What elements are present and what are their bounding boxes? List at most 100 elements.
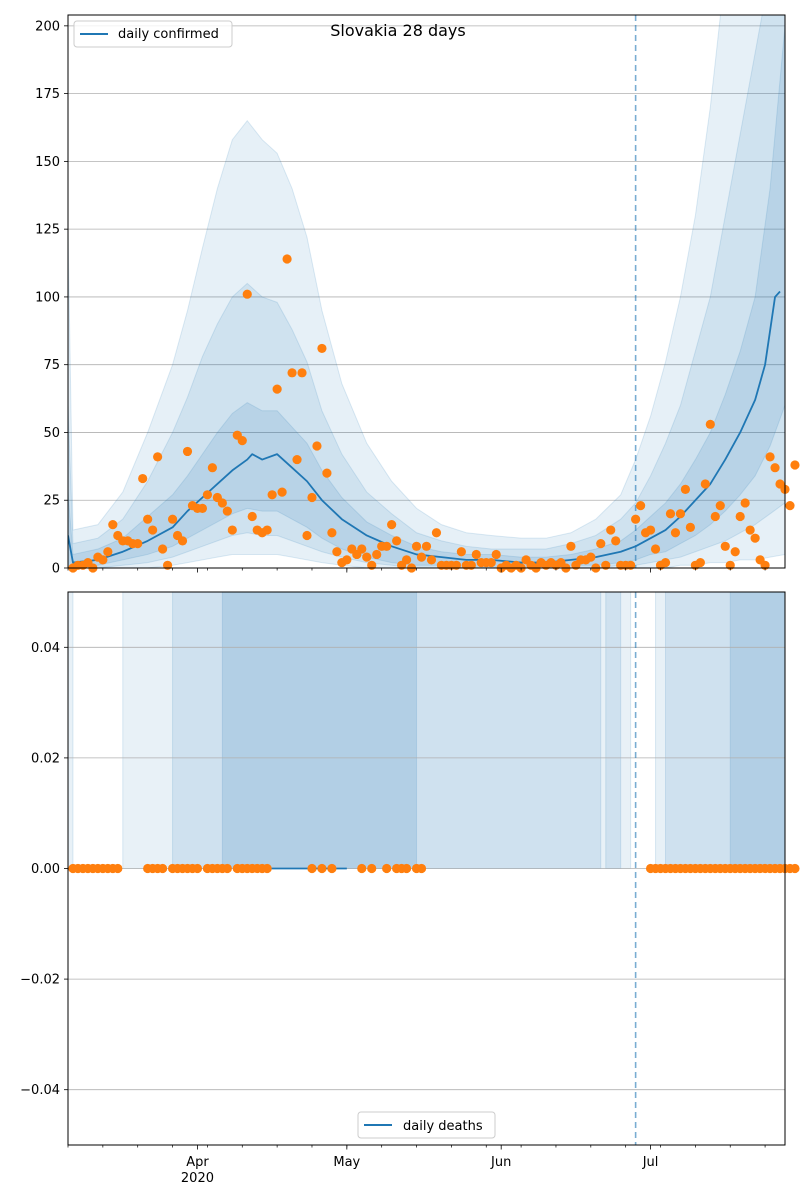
data-point [317, 863, 327, 874]
data-point [177, 536, 188, 546]
data-point [431, 528, 442, 538]
y-tick-label: −0.02 [20, 973, 60, 988]
data-point [362, 552, 372, 562]
confirmed-legend-label: daily confirmed [118, 27, 219, 42]
y-tick-label: 25 [43, 494, 60, 509]
y-tick-label: 75 [43, 358, 60, 373]
data-point [327, 863, 337, 874]
data-point [491, 549, 501, 560]
data-point [322, 468, 332, 478]
data-point [312, 441, 322, 451]
data-point [103, 547, 113, 557]
data-point [416, 863, 427, 874]
data-point [108, 520, 118, 530]
data-point [750, 533, 760, 543]
data-point [636, 501, 646, 511]
x-tick-label: May [333, 1155, 360, 1170]
data-point [705, 419, 715, 429]
confirmed-uncertainty-bands [68, 15, 785, 568]
data-point [665, 509, 676, 519]
data-point [611, 536, 621, 546]
data-point [207, 463, 217, 473]
data-point [710, 511, 720, 522]
data-point [367, 863, 377, 874]
y-tick-label: −0.04 [20, 1083, 60, 1098]
data-point [645, 525, 656, 535]
chart-title: Slovakia 28 days [330, 21, 465, 40]
uncertainty-band [122, 592, 632, 869]
data-point [382, 863, 392, 874]
x-tick-label: Jul [642, 1155, 659, 1170]
data-point [367, 560, 377, 570]
deaths-legend-box [357, 1111, 496, 1139]
y-tick-label: 175 [35, 87, 60, 102]
data-point [685, 522, 695, 532]
y-tick-label: 150 [35, 155, 60, 170]
data-point [566, 541, 576, 551]
data-point [471, 549, 481, 560]
confirmed-x-axis [67, 568, 766, 573]
confirmed-legend: daily confirmed [73, 20, 233, 48]
data-point [586, 552, 596, 562]
data-point [735, 511, 745, 522]
data-point [267, 490, 277, 500]
data-point [466, 560, 476, 570]
data-point [695, 557, 705, 568]
uncertainty-band [68, 15, 785, 568]
data-point [790, 460, 800, 470]
data-point [138, 473, 148, 484]
data-point [486, 557, 496, 568]
data-point [192, 863, 203, 874]
data-point [730, 547, 740, 557]
data-point [262, 525, 272, 535]
data-point [770, 463, 780, 473]
data-point [237, 435, 247, 446]
x-tick-label: Apr [186, 1155, 209, 1170]
y-tick-label: 0.02 [31, 751, 60, 766]
data-point [631, 514, 641, 524]
data-point [411, 541, 422, 551]
daily-confirmed-line [68, 290, 781, 564]
data-point [113, 863, 123, 874]
deaths-observations [68, 863, 800, 874]
data-point [675, 509, 686, 519]
deaths-legend-label: daily deaths [403, 1119, 483, 1134]
data-point [148, 525, 158, 535]
data-point [342, 555, 352, 565]
data-point [416, 552, 427, 562]
data-point [650, 544, 661, 554]
data-point [745, 525, 755, 535]
data-point [287, 368, 297, 378]
data-point [247, 511, 257, 522]
data-point [596, 539, 606, 549]
data-point [217, 498, 227, 508]
data-point [740, 498, 750, 508]
data-point [297, 368, 307, 378]
y-tick-label: 50 [43, 426, 60, 441]
data-point [317, 343, 327, 354]
data-point [626, 560, 636, 570]
y-tick-label: 0 [52, 562, 60, 577]
data-point [222, 506, 232, 516]
data-point [292, 454, 302, 465]
y-tick-label: 0.00 [31, 862, 60, 877]
data-point [790, 863, 800, 874]
data-point [700, 479, 710, 489]
data-point [421, 541, 432, 551]
data-point [401, 863, 412, 874]
data-point [670, 528, 681, 538]
data-point [451, 560, 461, 570]
uncertainty-band [172, 592, 602, 869]
data-point [357, 863, 367, 874]
data-point [182, 446, 193, 457]
confirmed-axes-frame [67, 14, 786, 569]
x-tick-sublabel: 2020 [181, 1171, 214, 1186]
data-point [765, 452, 775, 462]
data-point [197, 503, 208, 513]
data-point [227, 525, 237, 535]
data-point [262, 863, 272, 874]
data-point [98, 555, 108, 565]
data-point [660, 557, 671, 568]
